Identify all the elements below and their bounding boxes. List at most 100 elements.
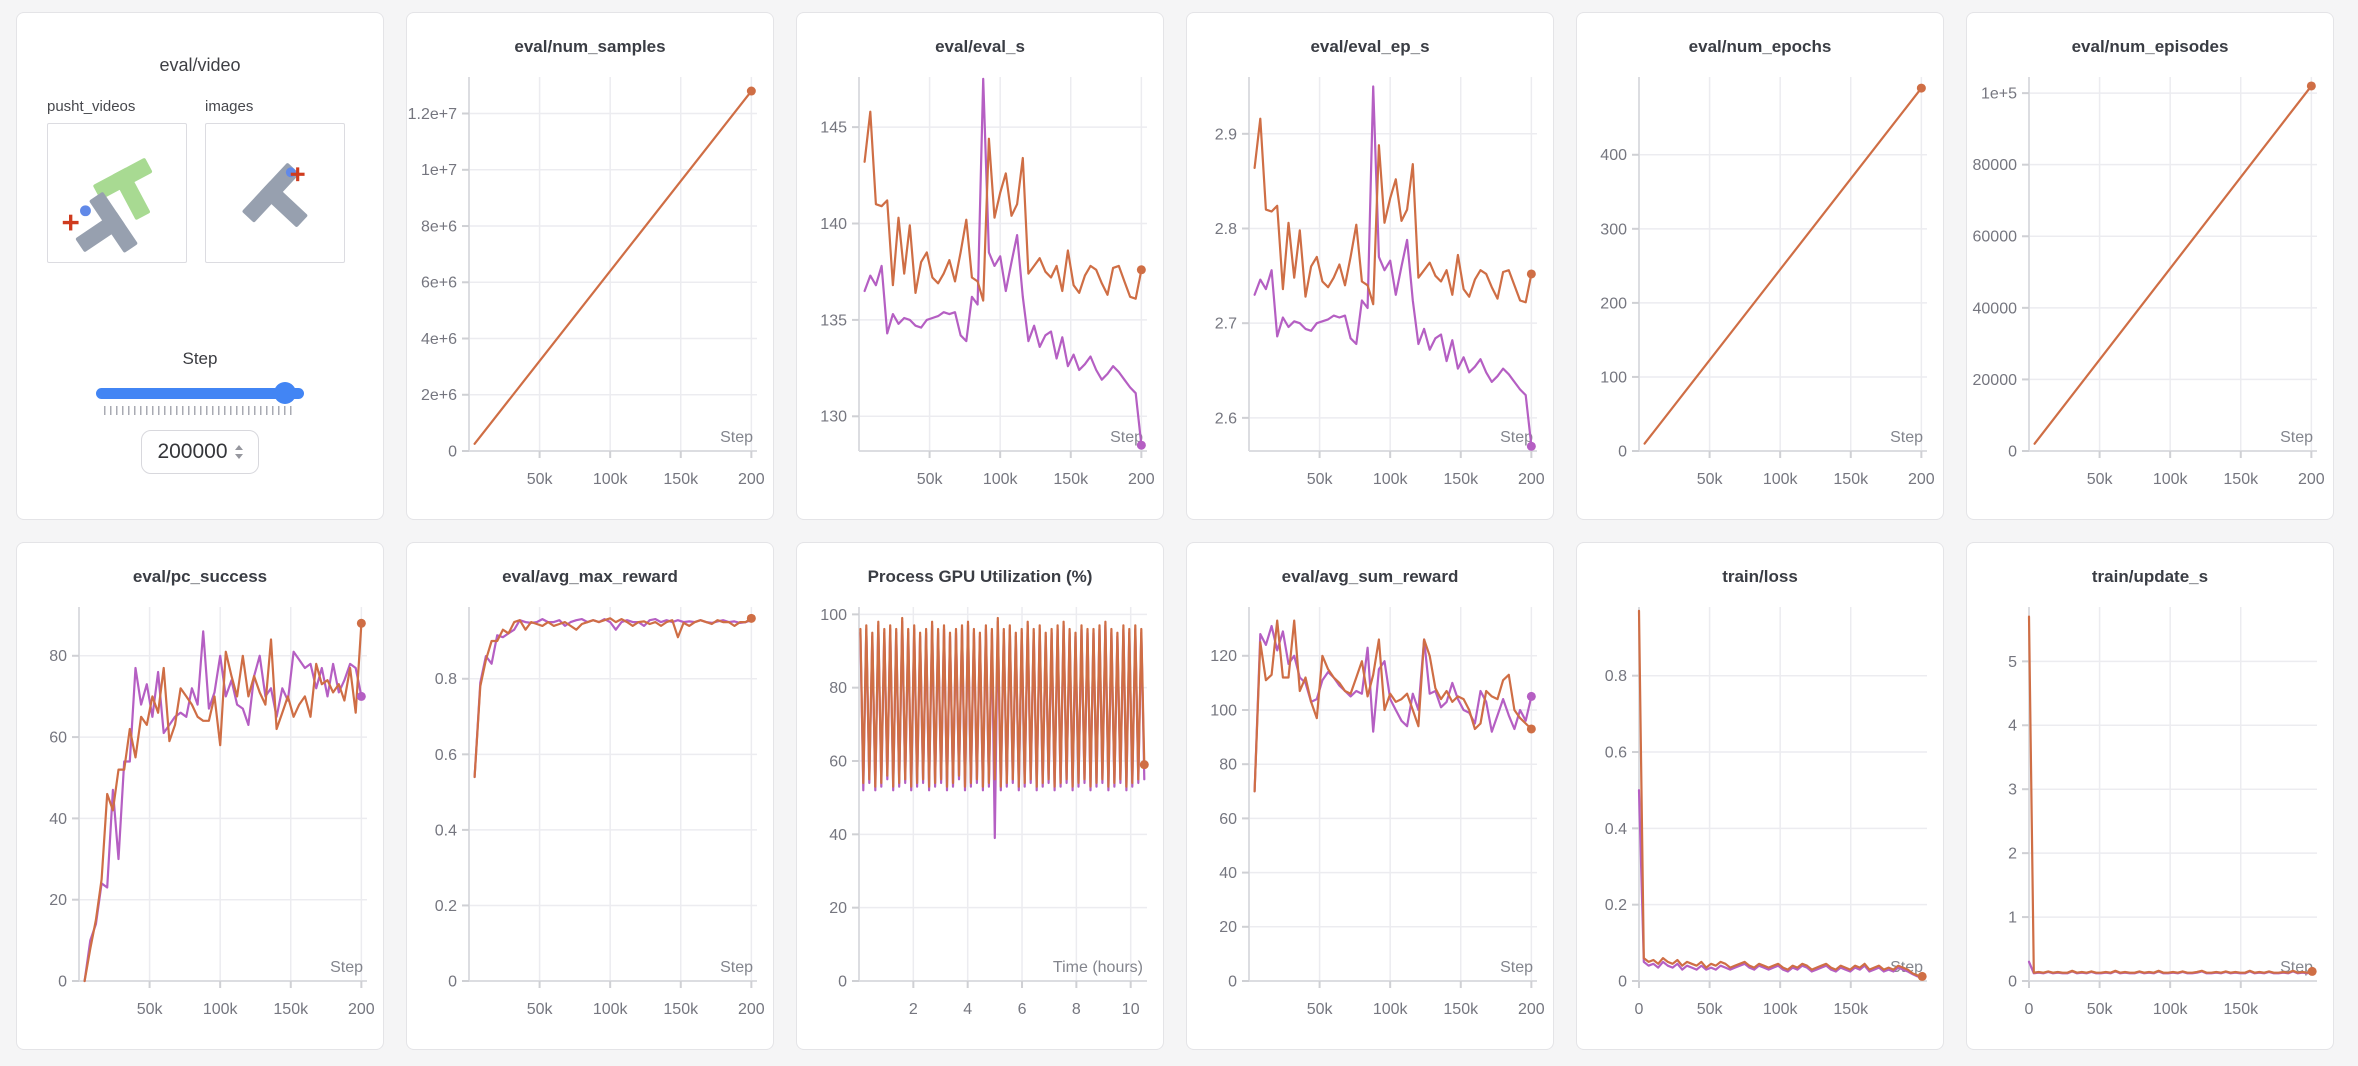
svg-text:100k: 100k [2153, 1001, 2189, 1018]
chart-panel-train-update-s[interactable]: train/update_s 0 50k 100k 150k 0 1 2 3 4 5 Step [1966, 542, 2334, 1050]
number-spinner[interactable] [234, 445, 243, 459]
chart-canvas-eval-num-episodes[interactable]: 50k 100k 150k 200 0 20000 40000 60000 80000 1e+5 S… [1967, 67, 2333, 501]
svg-text:200: 200 [1518, 471, 1545, 488]
svg-text:100: 100 [1600, 369, 1627, 386]
svg-text:50k: 50k [527, 471, 554, 488]
chart-panel-eval-eval-s[interactable]: eval/eval_s 50k 100k 150k 200 130 135 140 145 Ste… [796, 12, 1164, 520]
svg-text:200: 200 [1600, 295, 1627, 312]
pusht-video-thumbnail[interactable] [47, 123, 187, 263]
chart-title: eval/num_epochs [1688, 37, 1832, 56]
svg-text:Step: Step [330, 959, 363, 976]
svg-text:50k: 50k [1697, 1001, 1724, 1018]
series-orange-end-dot [2306, 81, 2316, 91]
chart-panel-eval-avg-max-reward[interactable]: eval/avg_max_reward 50k 100k 150k 200 0 0.2 0.4… [406, 542, 774, 1050]
svg-text:Step: Step [1890, 959, 1923, 976]
chart-panel-eval-num-episodes[interactable]: eval/num_episodes 50k 100k 150k 200 0 20000 400… [1966, 12, 2334, 520]
chart-panel-process-gpu-utilization[interactable]: Process GPU Utilization (%) 2 4 6 8 10 0 20 40 60… [796, 542, 1164, 1050]
chart-canvas-eval-pc-success[interactable]: 50k 100k 150k 200 0 20 40 60 80 Step [17, 597, 383, 1031]
slider-track[interactable] [96, 388, 304, 399]
svg-text:135: 135 [820, 312, 847, 329]
chart-panel-eval-avg-sum-reward[interactable]: eval/avg_sum_reward 50k 100k 150k 200 0 20 40 60… [1186, 542, 1554, 1050]
slider-thumb[interactable] [274, 382, 296, 404]
svg-text:1: 1 [2008, 910, 2017, 927]
svg-text:0.8: 0.8 [1605, 668, 1627, 685]
svg-text:145: 145 [820, 120, 847, 137]
series-purple-end-dot [1526, 691, 1536, 701]
chart-canvas-eval-num-epochs[interactable]: 50k 100k 150k 200 0 100 200 300 400 Step [1577, 67, 1943, 501]
series-orange-end-dot [1136, 265, 1146, 275]
agent-dot [80, 205, 91, 217]
svg-text:150k: 150k [1443, 471, 1479, 488]
chart-title: eval/eval_s [935, 37, 1025, 56]
svg-text:6e+6: 6e+6 [421, 275, 457, 292]
chart-canvas-eval-avg-sum-reward[interactable]: 50k 100k 150k 200 0 20 40 60 80 100 120 Step [1187, 597, 1553, 1031]
svg-text:80000: 80000 [1973, 157, 2018, 174]
chart-panel-eval-pc-success[interactable]: eval/pc_success 50k 100k 150k 200 0 20 40 60 80 St… [16, 542, 384, 1050]
svg-text:2: 2 [909, 1001, 918, 1018]
svg-text:4e+6: 4e+6 [421, 331, 457, 348]
svg-text:4: 4 [2008, 718, 2017, 735]
chart-title: eval/eval_ep_s [1310, 37, 1430, 56]
svg-text:100k: 100k [2153, 471, 2189, 488]
media-item-images[interactable]: images [205, 98, 345, 263]
svg-text:150k: 150k [1833, 1001, 1869, 1018]
svg-text:2.7: 2.7 [1215, 316, 1237, 333]
media-item-pusht-videos[interactable]: pusht_videos [47, 98, 187, 263]
svg-text:150k: 150k [2223, 471, 2259, 488]
series-orange-end-dot [1916, 83, 1926, 93]
chart-panel-eval-eval-ep-s[interactable]: eval/eval_ep_s 50k 100k 150k 200 2.6 2.7 2.8 2.9… [1186, 12, 1554, 520]
goal-cross-icon [290, 167, 305, 182]
step-input[interactable]: 200000 [141, 430, 259, 474]
svg-text:120: 120 [1210, 648, 1237, 665]
pusht-tee-gray [75, 192, 138, 253]
chart-canvas-eval-num-samples[interactable]: 50k 100k 150k 200 0 2e+6 4e+6 6e+6 8e+6 1e+7 1.2e+… [407, 67, 773, 501]
svg-text:0: 0 [838, 973, 847, 990]
series-orange [859, 616, 1146, 788]
svg-text:50k: 50k [527, 1001, 554, 1018]
chart-title: eval/avg_sum_reward [1281, 567, 1459, 586]
series-orange [473, 90, 753, 445]
series-purple-end-dot [1526, 441, 1536, 451]
media-label: images [205, 98, 254, 115]
svg-text:200: 200 [738, 471, 765, 488]
series-orange-end-dot [1917, 971, 1927, 981]
chart-canvas-train-loss[interactable]: 0 50k 100k 150k 0 0.2 0.4 0.6 0.8 Step [1577, 597, 1943, 1031]
svg-text:8: 8 [1072, 1001, 1081, 1018]
svg-text:Step: Step [2280, 429, 2313, 446]
chart-canvas-eval-eval-s[interactable]: 50k 100k 150k 200 130 135 140 145 Step [797, 67, 1163, 501]
chart-canvas-eval-eval-ep-s[interactable]: 50k 100k 150k 200 2.6 2.7 2.8 2.9 Step [1187, 67, 1553, 501]
spinner-down-icon[interactable] [234, 454, 243, 459]
svg-text:100k: 100k [1373, 471, 1409, 488]
svg-text:60: 60 [49, 730, 67, 747]
svg-text:50k: 50k [2087, 1001, 2114, 1018]
chart-canvas-eval-avg-max-reward[interactable]: 50k 100k 150k 200 0 0.2 0.4 0.6 0.8 Step [407, 597, 773, 1031]
svg-text:40: 40 [1219, 865, 1237, 882]
svg-text:40: 40 [49, 811, 67, 828]
chart-panel-eval-num-samples[interactable]: eval/num_samples 50k 100k 150k 200 0 2e+6 4e+6 6… [406, 12, 774, 520]
series-orange [473, 617, 753, 779]
svg-text:200: 200 [738, 1001, 765, 1018]
svg-text:0: 0 [1635, 1001, 1644, 1018]
media-panel-eval-video[interactable]: eval/video pusht_videos [16, 12, 384, 520]
series-orange [2027, 615, 2314, 974]
svg-text:Step: Step [1110, 429, 1143, 446]
series-orange-end-dot [746, 86, 756, 96]
chart-title: eval/num_episodes [2071, 37, 2229, 56]
images-thumbnail[interactable] [205, 123, 345, 263]
step-slider[interactable] [96, 382, 304, 404]
chart-panel-train-loss[interactable]: train/loss 0 50k 100k 150k 0 0.2 0.4 0.6 0.8 Step [1576, 542, 1944, 1050]
spinner-up-icon[interactable] [234, 445, 243, 450]
svg-text:80: 80 [829, 680, 847, 697]
chart-panel-eval-num-epochs[interactable]: eval/num_epochs 50k 100k 150k 200 0 100 200 300 4… [1576, 12, 1944, 520]
svg-text:400: 400 [1600, 147, 1627, 164]
svg-text:100: 100 [820, 607, 847, 624]
series-orange [1253, 619, 1533, 793]
svg-text:0: 0 [1618, 973, 1627, 990]
svg-text:40: 40 [829, 827, 847, 844]
svg-text:2.6: 2.6 [1215, 410, 1237, 427]
svg-text:0: 0 [58, 973, 67, 990]
svg-text:0.4: 0.4 [1605, 821, 1627, 838]
